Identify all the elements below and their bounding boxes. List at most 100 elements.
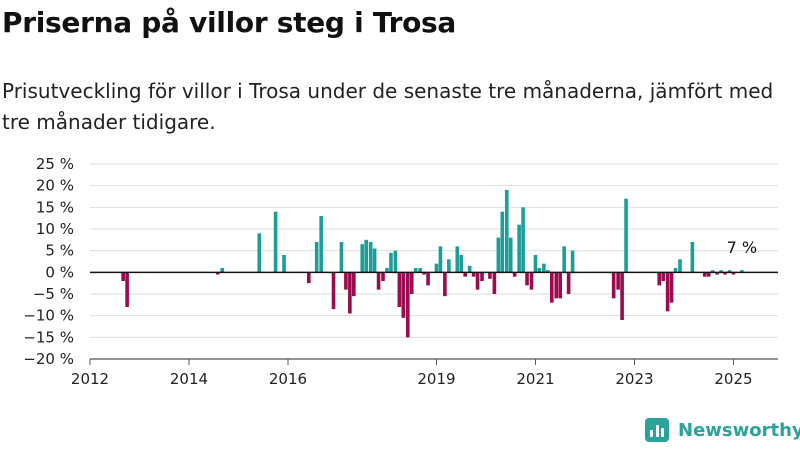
data-bar — [467, 265, 472, 273]
data-bar — [740, 270, 744, 273]
data-bar — [418, 268, 422, 273]
data-bar — [409, 272, 414, 294]
data-bar — [727, 270, 732, 273]
x-tick-label: 2012 — [71, 370, 109, 388]
data-bar — [257, 233, 262, 273]
data-bar — [611, 272, 616, 299]
x-tick-label: 2025 — [714, 370, 752, 388]
data-bar — [438, 246, 443, 273]
last-value-annotation: 7 % — [727, 238, 757, 257]
data-bar — [537, 268, 542, 273]
data-bar — [381, 272, 385, 281]
data-bar — [719, 270, 723, 273]
y-tick-label: 25 % — [36, 155, 74, 173]
data-bar — [372, 248, 377, 273]
data-bar — [529, 272, 534, 290]
data-bar — [616, 272, 620, 290]
data-bar — [422, 272, 426, 275]
x-tick-label: 2016 — [269, 370, 307, 388]
data-bar — [348, 272, 352, 314]
data-bar — [673, 268, 678, 273]
data-bar — [319, 216, 323, 273]
data-bar — [282, 255, 286, 273]
data-bar — [512, 272, 517, 277]
data-bar — [508, 237, 513, 273]
data-bar — [215, 272, 220, 275]
data-bar — [665, 272, 670, 312]
y-tick-label: −10 % — [23, 307, 74, 325]
y-tick-label: 15 % — [36, 198, 74, 216]
data-bar — [517, 224, 521, 273]
data-bar — [459, 255, 464, 273]
data-bar — [570, 250, 575, 273]
y-tick-label: 20 % — [36, 177, 74, 195]
data-bar — [542, 263, 546, 273]
data-bar — [715, 272, 719, 275]
data-bar — [368, 242, 373, 273]
data-bar — [314, 242, 319, 273]
data-bar — [443, 272, 447, 297]
data-bar — [306, 272, 311, 284]
data-bar — [550, 272, 554, 303]
data-bar — [690, 242, 695, 273]
data-bar — [525, 272, 529, 286]
data-bar — [397, 272, 402, 307]
y-tick-label: 0 % — [45, 263, 74, 281]
data-bar — [385, 268, 389, 273]
data-bar — [405, 272, 410, 338]
data-bar — [401, 272, 406, 318]
data-bar — [723, 272, 727, 275]
data-bar — [554, 272, 559, 299]
data-bar — [220, 268, 224, 273]
data-bar — [121, 272, 125, 281]
brand-name: Newsworthy — [678, 419, 800, 441]
data-bar — [488, 272, 492, 279]
x-tick-label: 2023 — [615, 370, 653, 388]
data-bar — [620, 272, 624, 320]
data-bar — [500, 211, 505, 273]
bar-chart: 25 % 20 % 15 % 10 % 5 % 0 % −5 % −10 % −15 % −20 … — [23, 155, 778, 388]
data-bar — [360, 244, 365, 273]
data-bar — [562, 246, 566, 273]
data-bar — [702, 272, 707, 277]
data-bar — [273, 211, 278, 273]
x-tick-label: 2014 — [170, 370, 208, 388]
newsworthy-logo: Newsworthy — [645, 418, 800, 442]
data-bar — [678, 259, 682, 273]
data-bar — [710, 270, 715, 273]
data-bar — [566, 272, 571, 294]
data-bar — [434, 263, 439, 273]
data-bar — [389, 252, 393, 273]
data-bar — [504, 190, 509, 273]
chart-subtitle: Prisutveckling för villor i Trosa under … — [2, 79, 774, 134]
data-bar — [426, 272, 430, 286]
data-bar — [669, 272, 674, 303]
data-bar — [339, 242, 344, 273]
y-tick-label: −20 % — [23, 350, 74, 368]
data-bar — [492, 272, 497, 294]
data-bar — [125, 272, 129, 307]
y-tick-label: 10 % — [36, 220, 74, 238]
chart-logo-icon — [645, 418, 669, 442]
x-tick-label: 2021 — [516, 370, 554, 388]
data-bar — [413, 268, 418, 273]
data-bar — [480, 272, 484, 281]
data-bar — [393, 250, 398, 273]
data-bar — [558, 272, 563, 299]
data-bar — [376, 272, 381, 290]
x-tick-label: 2019 — [417, 370, 455, 388]
y-tick-label: 5 % — [45, 242, 74, 260]
data-bar — [546, 270, 550, 273]
data-bar — [475, 272, 480, 290]
data-bar — [661, 272, 665, 281]
data-bar — [455, 246, 460, 273]
y-tick-label: −5 % — [33, 285, 74, 303]
data-bar — [331, 272, 336, 310]
data-bar — [657, 272, 662, 286]
data-bar — [471, 272, 476, 277]
data-bar — [521, 207, 525, 273]
data-bar — [706, 272, 711, 277]
data-bar — [352, 272, 356, 297]
y-tick-label: −15 % — [23, 328, 74, 346]
data-bar — [731, 272, 736, 275]
